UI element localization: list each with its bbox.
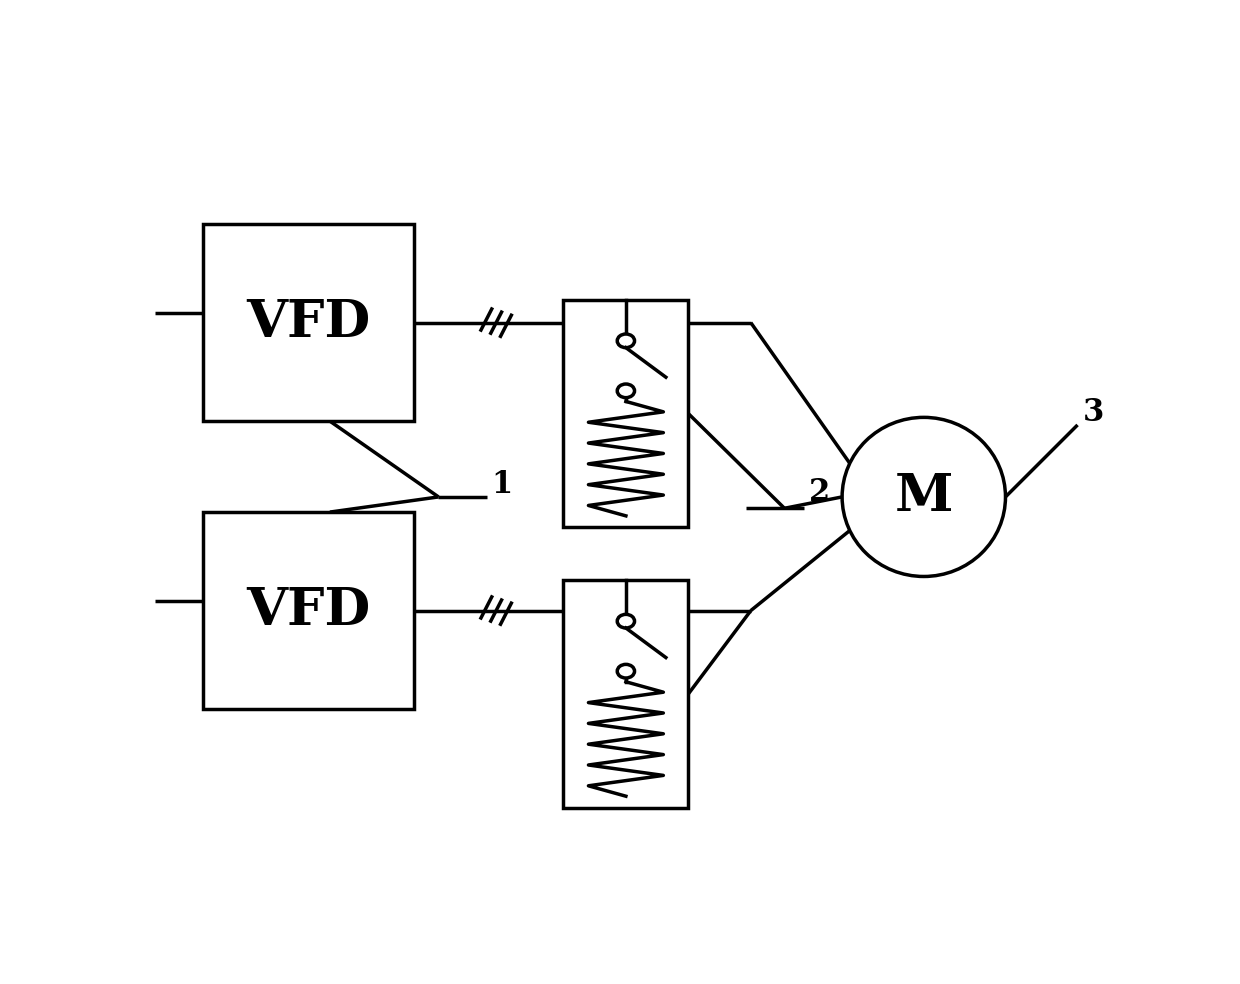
Text: VFD: VFD <box>247 585 371 636</box>
Circle shape <box>618 334 635 347</box>
Bar <box>203 224 414 421</box>
Circle shape <box>618 384 635 398</box>
Bar <box>563 581 688 808</box>
Circle shape <box>618 664 635 678</box>
Text: 2: 2 <box>808 476 830 508</box>
Text: M: M <box>894 471 954 523</box>
Text: VFD: VFD <box>247 297 371 348</box>
Circle shape <box>618 614 635 628</box>
Text: 1: 1 <box>491 469 512 500</box>
Bar <box>203 512 414 709</box>
Text: 3: 3 <box>1083 398 1104 428</box>
Ellipse shape <box>842 417 1006 577</box>
Bar <box>563 300 688 527</box>
